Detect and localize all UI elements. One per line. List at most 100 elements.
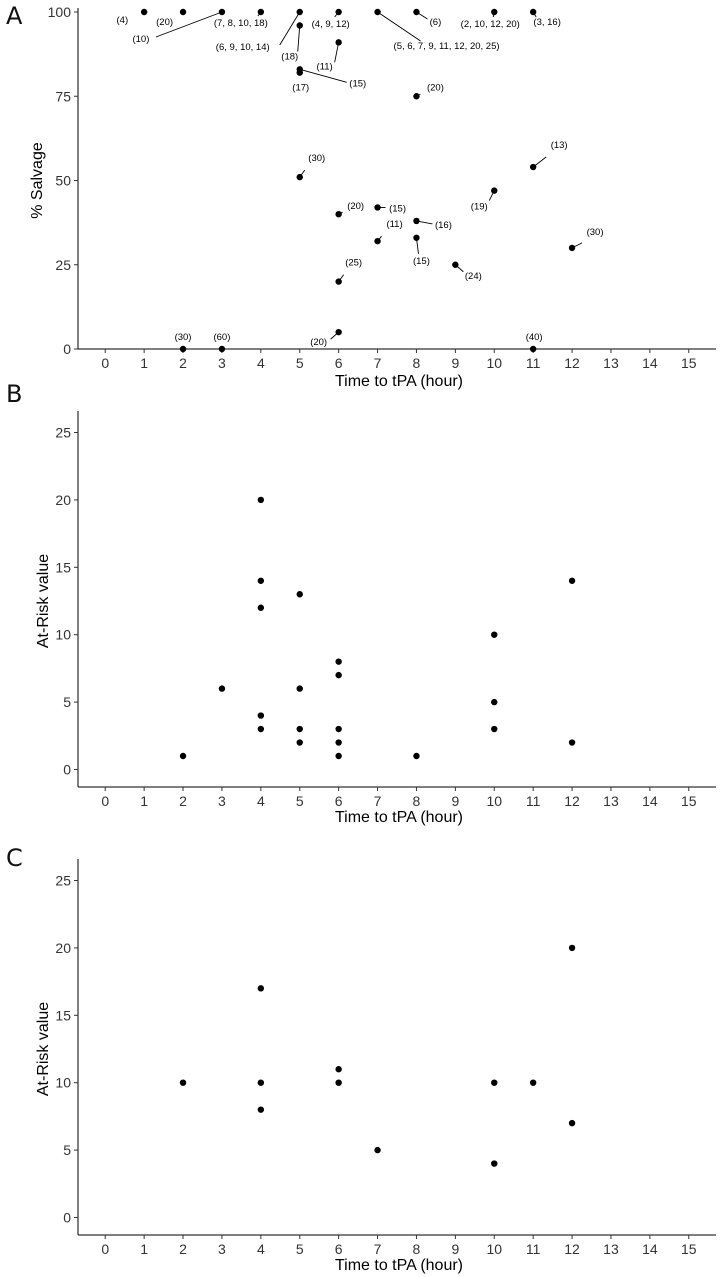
point-annotation: (4)	[117, 15, 129, 26]
x-tick-label: 3	[218, 1241, 226, 1257]
data-point	[413, 234, 420, 241]
x-tick-label: 6	[335, 1241, 343, 1257]
data-point	[335, 1066, 342, 1073]
data-point	[257, 712, 265, 719]
data-point	[257, 1079, 265, 1086]
data-point	[179, 345, 187, 353]
data-point	[218, 8, 226, 16]
y-tick-label: 25	[55, 425, 71, 441]
data-point	[413, 93, 420, 100]
y-tick-label: 0	[63, 1209, 71, 1225]
data-point	[529, 8, 537, 16]
data-point	[335, 211, 342, 218]
x-tick-label: 2	[179, 1241, 187, 1257]
x-tick-label: 2	[179, 793, 187, 809]
data-point	[491, 631, 498, 638]
x-tick-label: 7	[374, 355, 382, 371]
point-annotation: (30)	[308, 153, 325, 164]
point-annotation: (18)	[281, 51, 298, 62]
data-point	[491, 1079, 498, 1086]
x-tick-label: 10	[486, 793, 502, 809]
data-point	[257, 604, 265, 611]
data-point	[257, 8, 265, 16]
y-tick-label: 15	[55, 1007, 71, 1023]
data-point	[140, 8, 148, 16]
data-point	[218, 685, 226, 692]
data-point	[296, 22, 303, 29]
x-tick-label: 11	[526, 355, 541, 371]
data-point	[335, 658, 342, 665]
x-tick-label: 11	[526, 1241, 541, 1257]
x-tick-label: 5	[296, 1241, 304, 1257]
annotation-leader-line	[279, 11, 301, 46]
data-point	[335, 671, 342, 679]
x-tick-label: 1	[140, 1241, 148, 1257]
y-tick-label: 20	[55, 940, 71, 956]
data-point	[529, 1079, 537, 1086]
x-tick-label: 14	[642, 1241, 658, 1257]
x-tick-label: 13	[603, 355, 619, 371]
data-point	[179, 752, 187, 760]
y-axis-title: At-Risk value	[35, 554, 52, 648]
point-annotation: (16)	[435, 220, 452, 231]
x-tick-label: 7	[374, 793, 382, 809]
y-tick-label: 0	[63, 341, 71, 357]
point-annotation: (40)	[526, 332, 543, 343]
data-point	[568, 577, 576, 584]
data-point	[218, 345, 226, 353]
y-axis-title: % Salvage	[29, 142, 46, 219]
x-tick-label: 13	[603, 1241, 619, 1257]
data-point	[413, 217, 420, 225]
point-annotation: (60)	[213, 332, 230, 343]
point-annotation: (3, 16)	[533, 17, 560, 28]
data-point	[335, 1079, 342, 1086]
data-point	[491, 8, 498, 16]
x-tick-label: 5	[296, 793, 304, 809]
data-point	[257, 1106, 265, 1113]
data-point	[179, 8, 187, 16]
x-tick-label: 6	[335, 793, 343, 809]
x-tick-label: 15	[681, 355, 697, 371]
point-annotation: (13)	[551, 140, 568, 151]
data-point	[335, 739, 342, 746]
data-point	[491, 698, 498, 706]
x-tick-label: 5	[296, 355, 304, 371]
data-point	[452, 261, 459, 268]
point-annotation: (6, 9, 10, 14)	[216, 42, 270, 53]
x-tick-label: 0	[101, 355, 109, 371]
point-annotation: (25)	[345, 258, 362, 269]
data-point	[413, 8, 420, 16]
x-tick-label: 12	[564, 793, 580, 809]
panel-label: C	[6, 844, 23, 872]
annotation-leader-line	[299, 68, 347, 83]
data-point	[335, 8, 342, 16]
x-tick-label: 9	[451, 793, 459, 809]
point-annotation: (7, 8, 10, 18)	[214, 18, 268, 29]
point-annotation: (20)	[310, 337, 327, 348]
x-tick-label: 3	[218, 793, 226, 809]
data-point	[568, 739, 576, 746]
data-point	[296, 69, 303, 76]
x-tick-label: 4	[257, 355, 265, 371]
x-tick-label: 2	[179, 355, 187, 371]
y-tick-label: 50	[55, 173, 71, 189]
data-point	[374, 204, 381, 211]
point-annotation: (15)	[349, 78, 366, 89]
data-point	[413, 752, 420, 760]
y-axis-title: At-Risk value	[35, 1002, 52, 1096]
point-annotation: (10)	[132, 34, 149, 45]
data-point	[296, 8, 303, 16]
point-annotation: (20)	[427, 82, 444, 93]
x-tick-label: 12	[564, 1241, 580, 1257]
data-point	[568, 1119, 576, 1127]
point-annotation: (15)	[389, 203, 406, 214]
x-tick-label: 4	[257, 1241, 265, 1257]
data-point	[374, 237, 381, 245]
data-point	[179, 1079, 187, 1086]
x-tick-label: 8	[413, 793, 421, 809]
x-tick-label: 15	[681, 1241, 697, 1257]
point-annotation: (30)	[175, 332, 192, 343]
y-tick-label: 0	[63, 761, 71, 777]
